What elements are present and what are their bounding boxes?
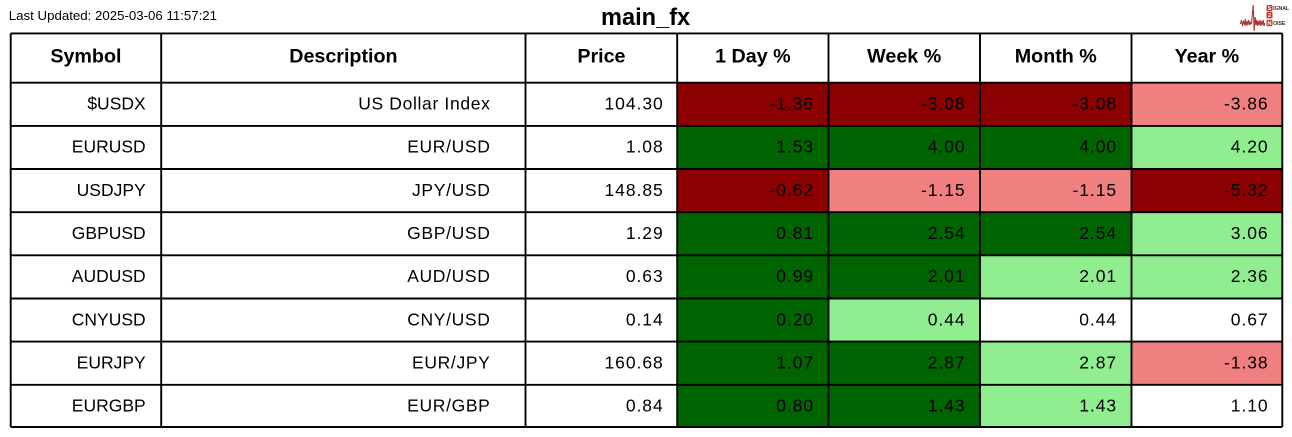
svg-text:-1.15: -1.15: [1072, 180, 1117, 200]
svg-text:Year %: Year %: [1175, 46, 1240, 68]
svg-text:-1.15: -1.15: [921, 180, 966, 200]
svg-text:EURJPY: EURJPY: [77, 352, 146, 372]
svg-text:GBPUSD: GBPUSD: [72, 223, 146, 243]
svg-text:0.84: 0.84: [626, 396, 664, 416]
svg-text:EURUSD: EURUSD: [72, 137, 146, 157]
svg-text:Month %: Month %: [1015, 46, 1097, 68]
svg-text:$USDX: $USDX: [87, 94, 146, 114]
svg-text:CNY/USD: CNY/USD: [407, 309, 490, 329]
svg-text:OISE: OISE: [1273, 21, 1286, 27]
svg-text:1.08: 1.08: [626, 137, 664, 157]
svg-text:160.68: 160.68: [604, 352, 663, 372]
svg-text:0.20: 0.20: [776, 309, 814, 329]
svg-text:2: 2: [1268, 13, 1271, 19]
svg-text:EUR/USD: EUR/USD: [407, 137, 490, 157]
svg-text:1.43: 1.43: [1079, 396, 1117, 416]
svg-text:-3.08: -3.08: [1072, 94, 1117, 114]
svg-text:2.87: 2.87: [928, 352, 966, 372]
svg-text:0.81: 0.81: [776, 223, 814, 243]
svg-text:4.00: 4.00: [1079, 137, 1117, 157]
svg-text:EUR/GBP: EUR/GBP: [407, 396, 490, 416]
svg-text:0.67: 0.67: [1231, 309, 1269, 329]
svg-text:148.85: 148.85: [604, 180, 663, 200]
svg-text:AUDUSD: AUDUSD: [72, 266, 146, 286]
svg-text:2.54: 2.54: [1079, 223, 1117, 243]
svg-text:2.54: 2.54: [928, 223, 966, 243]
svg-text:EURGBP: EURGBP: [72, 396, 146, 416]
svg-text:Last Updated: 2025-03-06 11:57: Last Updated: 2025-03-06 11:57:21: [9, 8, 217, 23]
svg-text:-0.62: -0.62: [769, 180, 814, 200]
svg-text:-1.36: -1.36: [769, 94, 814, 114]
svg-text:0.44: 0.44: [928, 309, 966, 329]
svg-text:1.29: 1.29: [626, 223, 664, 243]
svg-text:IGNAL: IGNAL: [1273, 6, 1290, 12]
svg-text:0.63: 0.63: [626, 266, 664, 286]
svg-text:EUR/JPY: EUR/JPY: [412, 352, 490, 372]
svg-text:4.20: 4.20: [1231, 137, 1269, 157]
svg-text:104.30: 104.30: [604, 94, 663, 114]
svg-text:4.00: 4.00: [928, 137, 966, 157]
svg-text:1.10: 1.10: [1231, 396, 1269, 416]
svg-text:2.87: 2.87: [1079, 352, 1117, 372]
svg-text:0.99: 0.99: [776, 266, 814, 286]
svg-text:JPY/USD: JPY/USD: [412, 180, 490, 200]
svg-text:N: N: [1267, 21, 1271, 27]
svg-text:-3.86: -3.86: [1224, 94, 1269, 114]
svg-text:1.43: 1.43: [928, 396, 966, 416]
svg-text:-3.08: -3.08: [921, 94, 966, 114]
svg-text:GBP/USD: GBP/USD: [407, 223, 490, 243]
svg-text:AUD/USD: AUD/USD: [407, 266, 490, 286]
svg-text:0.44: 0.44: [1079, 309, 1117, 329]
svg-text:Symbol: Symbol: [50, 46, 121, 68]
svg-text:0.14: 0.14: [626, 309, 664, 329]
svg-text:US Dollar Index: US Dollar Index: [358, 94, 490, 114]
svg-text:-1.38: -1.38: [1224, 352, 1269, 372]
svg-text:1.07: 1.07: [776, 352, 814, 372]
svg-text:2.36: 2.36: [1231, 266, 1269, 286]
svg-text:1 Day %: 1 Day %: [715, 46, 791, 68]
svg-text:USDJPY: USDJPY: [77, 180, 146, 200]
svg-text:CNYUSD: CNYUSD: [72, 309, 146, 329]
svg-text:2.01: 2.01: [1079, 266, 1117, 286]
svg-text:0.80: 0.80: [776, 396, 814, 416]
svg-text:3.06: 3.06: [1231, 223, 1269, 243]
svg-text:1.53: 1.53: [776, 137, 814, 157]
svg-text:Description: Description: [289, 46, 397, 68]
svg-text:main_fx: main_fx: [601, 5, 690, 31]
svg-text:S: S: [1268, 6, 1272, 12]
svg-text:Price: Price: [577, 46, 625, 68]
svg-text:2.01: 2.01: [928, 266, 966, 286]
svg-text:-5.32: -5.32: [1224, 180, 1269, 200]
svg-text:Week %: Week %: [867, 46, 941, 68]
